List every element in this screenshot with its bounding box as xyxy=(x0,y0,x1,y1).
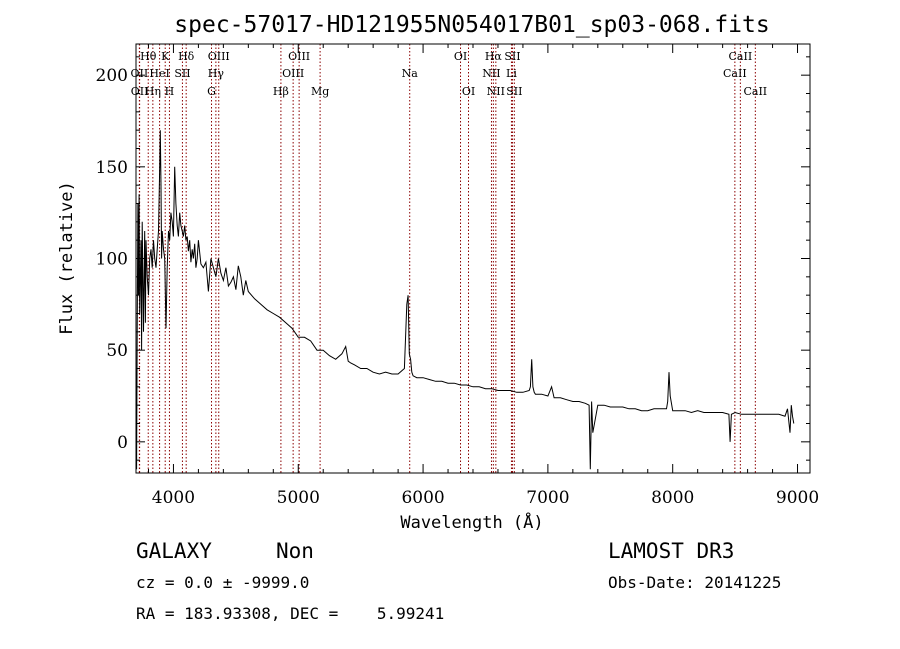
observation-date: Obs-Date: 20141225 xyxy=(608,573,781,592)
spectral-line-label: OIII xyxy=(208,50,230,63)
object-subclass: Non xyxy=(276,539,314,563)
spectral-line-label: CaII xyxy=(729,50,753,63)
spectral-line-label: SII xyxy=(174,67,190,80)
redshift-text: cz = 0.0 ± -9999.0 xyxy=(136,573,309,592)
plot-frame xyxy=(135,43,811,474)
spectral-line-label: Hβ xyxy=(273,85,289,98)
spectral-line-label: Hγ xyxy=(208,67,225,80)
spectral-line-label: Hθ xyxy=(140,50,157,63)
spectral-line-label: CaII xyxy=(723,67,747,80)
x-tick-label: 6000 xyxy=(401,488,444,508)
spectral-line-label: OIII xyxy=(282,67,304,80)
spectral-line-label: G xyxy=(207,85,216,98)
x-tick-label: 7000 xyxy=(526,488,569,508)
spectral-line-label: SII xyxy=(506,85,522,98)
spectral-line-label: Hα xyxy=(485,50,503,63)
y-axis-ticks: 0 50 100 150 200 xyxy=(96,56,810,461)
spectral-line-label: CaII xyxy=(743,85,767,98)
y-tick-label: 0 xyxy=(117,433,128,453)
spectral-line-label: OI xyxy=(462,85,475,98)
spectral-line-label: OIII xyxy=(288,50,310,63)
spectral-line-label: NII xyxy=(482,67,500,80)
spectrum-line xyxy=(135,130,795,470)
x-tick-label: 9000 xyxy=(776,488,819,508)
object-class: GALAXY xyxy=(136,539,212,563)
coordinates-text: RA = 183.93308, DEC = 5.99241 xyxy=(136,604,444,623)
spectral-line-label: OI xyxy=(454,50,467,63)
survey-name: LAMOST DR3 xyxy=(608,539,734,563)
x-tick-label: 5000 xyxy=(277,488,320,508)
chart-title: spec-57017-HD121955N054017B01_sp03-068.f… xyxy=(174,12,769,38)
x-tick-label: 4000 xyxy=(152,488,195,508)
spectral-line-label: Na xyxy=(402,67,419,80)
y-tick-label: 200 xyxy=(96,66,128,86)
spectral-line-label: K xyxy=(161,50,170,63)
spectral-line-label: Mg xyxy=(311,85,329,98)
spectral-line-markers xyxy=(138,44,756,473)
x-axis-ticks: 4000 5000 6000 7000 8000 9000 xyxy=(147,44,819,508)
spectral-line-label: Hη xyxy=(145,85,161,98)
spectral-line-label: Hδ xyxy=(178,50,195,63)
spectral-line-label: Li xyxy=(506,67,517,80)
spectral-line-labels: OII OII Hθ Hη HeI K H Hδ SII OIII Hγ G Hβ OIII OIII Mg N… xyxy=(131,50,768,98)
y-tick-label: 100 xyxy=(96,250,128,270)
spectral-line-label: HeI xyxy=(149,67,169,80)
x-axis-label: Wavelength (Å) xyxy=(400,511,543,533)
spectral-line-label: NII xyxy=(487,85,505,98)
y-tick-label: 150 xyxy=(96,158,128,178)
x-tick-label: 8000 xyxy=(651,488,694,508)
spectral-line-label: SII xyxy=(504,50,520,63)
y-tick-label: 50 xyxy=(106,341,128,361)
spectral-line-label: OII xyxy=(131,85,149,98)
y-axis-label: Flux (relative) xyxy=(57,181,77,335)
spectral-line-label: OII xyxy=(131,67,149,80)
spectral-line-label: H xyxy=(165,85,175,98)
